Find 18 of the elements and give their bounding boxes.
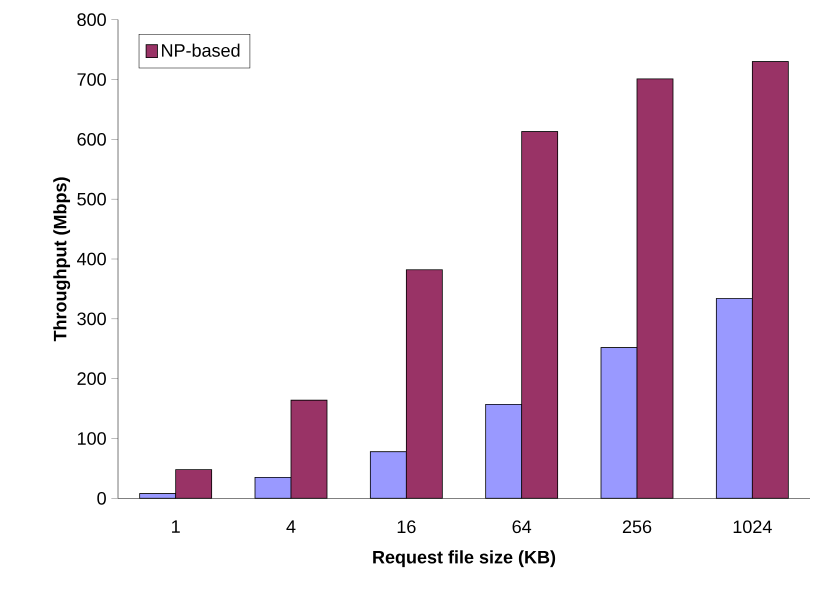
x-axis-title: Request file size (KB) [373, 550, 556, 568]
x-tick-label: 64 [512, 520, 532, 534]
y-tick-label: 600 [78, 132, 106, 146]
x-tick-label: 256 [622, 520, 652, 534]
y-tick-label: 500 [77, 192, 106, 206]
legend-label: NP-based [162, 44, 240, 57]
x-tick-label: 1024 [734, 520, 772, 534]
x-tick-label: 16 [398, 520, 416, 534]
y-tick-label: 100 [78, 432, 106, 445]
y-tick-label: 800 [77, 13, 106, 26]
x-tick-label: 1 [172, 520, 180, 533]
y-tick-label: 0 [97, 492, 106, 505]
x-tick-label: 4 [286, 520, 296, 533]
y-tick-label: 200 [77, 372, 106, 386]
y-axis-title: Throughput (Mbps) [53, 177, 70, 342]
y-tick-label: 700 [78, 73, 106, 86]
y-tick-label: 400 [77, 252, 106, 266]
y-tick-label: 300 [77, 312, 106, 326]
